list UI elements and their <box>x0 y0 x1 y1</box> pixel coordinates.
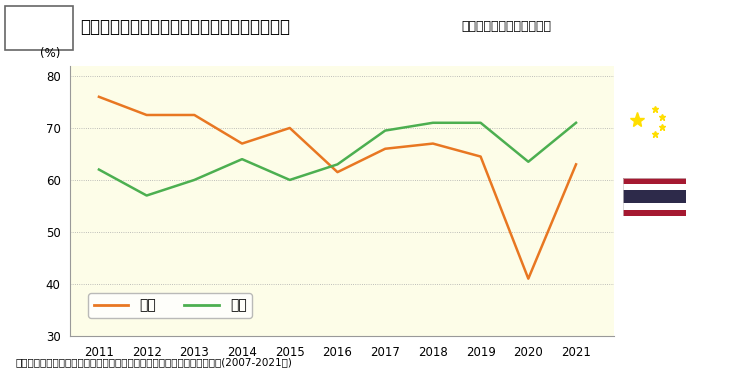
Text: (%): (%) <box>41 47 61 60</box>
Bar <box>623 203 686 210</box>
Bar <box>623 178 686 184</box>
Bar <box>623 210 686 216</box>
Text: （製造業・非製造業含む）: （製造業・非製造業含む） <box>461 20 551 33</box>
Bar <box>623 190 686 203</box>
Text: 図表2: 図表2 <box>28 20 50 33</box>
FancyBboxPatch shape <box>5 7 73 49</box>
Legend: タイ, 中国: タイ, 中国 <box>88 293 252 318</box>
Text: 出所：ジェトロ「海外進出日系企楮実態調査（アジア・オセアニア編）」(2007-2021年): 出所：ジェトロ「海外進出日系企楮実態調査（アジア・オセアニア編）」(2007-2… <box>16 358 292 367</box>
Bar <box>623 184 686 190</box>
Text: 進出国別日系企楮の営業利益（黒字化）見通し: 進出国別日系企楮の営業利益（黒字化）見通し <box>80 18 290 36</box>
